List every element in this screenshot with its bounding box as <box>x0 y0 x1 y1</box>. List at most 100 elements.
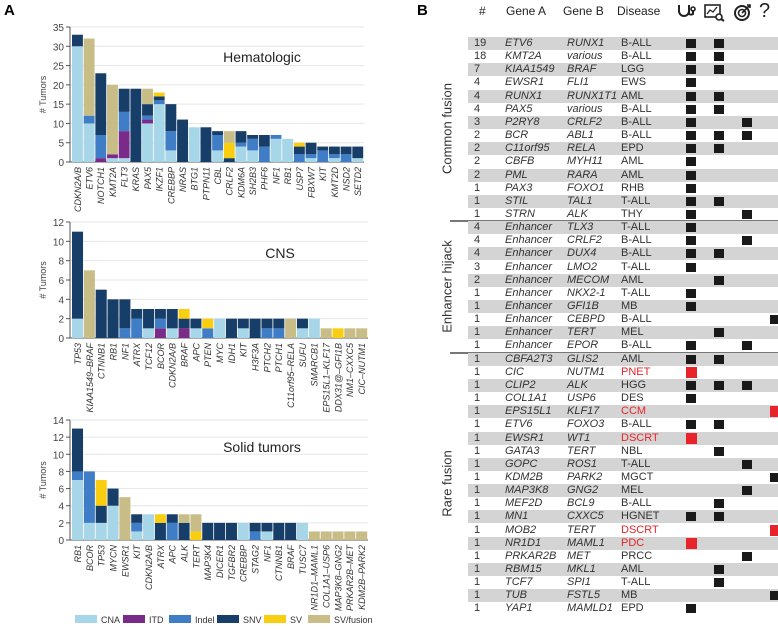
chart-title: Solid tumors <box>223 439 301 455</box>
gene-b-cell: USP6 <box>567 392 596 405</box>
x-tick-label: CREBBP <box>166 167 176 204</box>
gene-b-cell: RUNX1 <box>567 37 605 49</box>
bar-segment-snv <box>328 146 340 155</box>
gene-a-cell: EWSR1 <box>505 431 545 444</box>
bar-segment-indel <box>235 142 247 147</box>
bar-segment-snv <box>223 158 235 162</box>
bar-segment-cna <box>328 158 340 162</box>
count-cell: 1 <box>474 589 481 602</box>
bar-segment-cna <box>296 522 308 540</box>
gene-a-cell: MN1 <box>505 510 529 523</box>
target-mark <box>742 380 752 390</box>
y-tick-label: 4 <box>58 502 64 513</box>
table-row: 1 CLIP2 ALK HGG <box>468 378 778 392</box>
bar-segment-sv-fusion <box>83 270 95 338</box>
bar-segment-indel <box>305 154 317 159</box>
target-icon <box>734 4 751 21</box>
table-row: 1 STRN ALK THY <box>468 208 778 221</box>
disease-cell: EPD <box>621 602 644 615</box>
y-tick-label: 8 <box>58 257 64 268</box>
bar-segment-sv-fusion <box>142 88 153 105</box>
count-cell: 1 <box>474 300 481 312</box>
x-tick-label: FLT3 <box>120 167 130 187</box>
bar-segment-snv <box>200 127 212 162</box>
x-tick-label: PTEN <box>203 343 213 368</box>
bar-segment-snv <box>305 142 317 155</box>
x-tick-label: NF1 <box>271 167 281 184</box>
disease-cell: B-ALL <box>621 234 652 247</box>
gene-a-cell: MEF2D <box>505 497 543 510</box>
bar-segment-snv <box>119 299 131 329</box>
bar-segment-snv <box>131 309 143 319</box>
x-tick-label: IKZF1 <box>155 167 165 192</box>
count-cell: 1 <box>474 352 481 365</box>
table-row: 2 PML RARA AML <box>468 168 778 182</box>
table-row: 1 MAP3K8 GNG2 MEL <box>468 484 778 498</box>
bar-segment-snv <box>131 514 143 523</box>
bar-segment-cna <box>308 318 320 338</box>
count-cell: 1 <box>474 418 481 431</box>
chart-magnifier-mark <box>714 104 724 114</box>
chart-magnifier-mark <box>714 354 724 364</box>
gene-b-cell: BRAF <box>567 63 597 76</box>
x-tick-label: RB1 <box>73 545 83 563</box>
table-row: 1 COL1A1 USP6 DES <box>468 392 778 405</box>
bar-segment-sv-fusion <box>320 531 332 540</box>
stethoscope-mark <box>686 604 696 614</box>
x-tick-label: KIT <box>132 544 142 560</box>
chart-magnifier-mark <box>714 275 724 285</box>
x-tick-label: NR1D1–MAML1 <box>310 545 320 611</box>
bar-segment-cna <box>72 318 84 338</box>
chart-magnifier-mark <box>714 565 724 574</box>
gene-a-cell: Enhancer <box>505 234 553 247</box>
x-tick-label: PRKAR2B–MET <box>345 544 355 612</box>
y-axis-label: # Tumors <box>38 461 48 499</box>
bar-segment-snv <box>177 119 188 162</box>
bar-segment-cna <box>83 522 95 540</box>
x-tick-label: TCF12 <box>144 343 154 371</box>
bar-segment-cna <box>95 522 107 540</box>
stethoscope-mark <box>686 209 696 219</box>
x-tick-label: KDM2B–PARK2 <box>357 545 367 610</box>
x-tick-label: PAX5 <box>143 166 153 189</box>
bar-segment-indel <box>293 154 305 162</box>
chart-magnifier-mark <box>714 420 724 430</box>
table-row: 1 KDM2B PARK2 MGCT <box>468 471 778 484</box>
x-tick-label: IDH1 <box>227 343 237 364</box>
bar-segment-itd <box>95 158 107 162</box>
table-row: 1 Enhancer GFI1B MB <box>468 300 778 313</box>
table-row: 1 RBM15 MKL1 AML <box>468 563 778 576</box>
x-tick-label: DDX31@–GFI1B <box>333 343 343 412</box>
x-tick-label: CREBBP <box>239 545 249 582</box>
stethoscope-mark <box>686 117 696 127</box>
x-tick-label: PHF6 <box>260 167 270 190</box>
bar-segment-indel <box>142 115 153 120</box>
disease-cell: HGNET <box>621 510 660 523</box>
table-row: 3 P2RY8 CRLF2 B-ALL <box>468 115 778 129</box>
bar-segment-indel <box>261 328 273 338</box>
y-axis-label: # Tumors <box>38 75 48 113</box>
x-tick-label: KIAA1549–BRAF <box>85 343 95 413</box>
bar-segment-snv <box>130 88 142 162</box>
disease-cell: MB <box>621 589 638 602</box>
gene-b-cell: LMO2 <box>567 260 597 273</box>
chart-magnifier-mark <box>714 65 724 75</box>
bar-segment-snv <box>293 146 305 155</box>
count-cell: 1 <box>474 313 481 326</box>
bar-segment-sv-fusion <box>344 328 356 338</box>
x-tick-label: RB1 <box>108 343 118 361</box>
x-tick-label: SH2B3 <box>248 167 258 196</box>
bar-segment-indel <box>340 154 352 162</box>
chart-magnifier-mark <box>714 512 724 522</box>
bar-segment-snv <box>178 318 190 329</box>
gene-a-cell: TCF7 <box>505 576 533 589</box>
y-tick-label: 5 <box>58 139 64 150</box>
stethoscope-mark <box>686 288 696 298</box>
count-cell: 1 <box>474 523 481 536</box>
bar-segment-cna <box>72 46 83 162</box>
stethoscope-mark <box>686 144 696 154</box>
x-tick-label: MYCN <box>108 545 118 572</box>
count-cell: 2 <box>474 129 481 142</box>
disease-cell: T-ALL <box>621 576 651 589</box>
x-tick-label: FBXW7 <box>306 166 316 198</box>
